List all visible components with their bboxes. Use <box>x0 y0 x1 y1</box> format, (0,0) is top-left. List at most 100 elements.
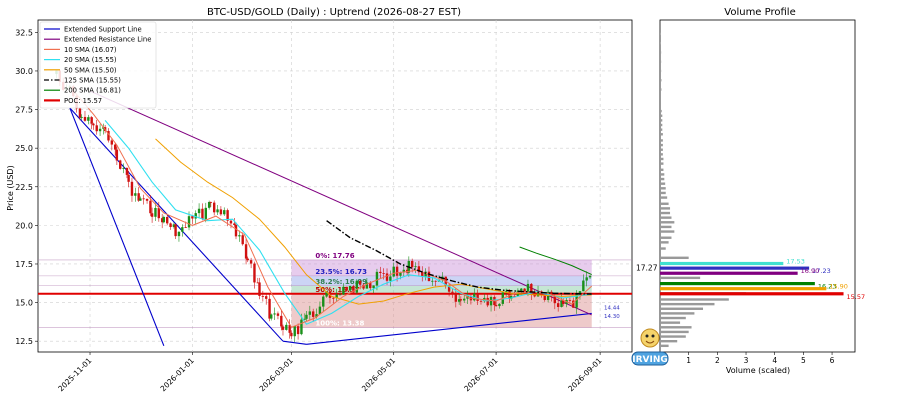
legend-label: 125 SMA (15.55) <box>64 77 121 85</box>
candle-body <box>270 314 273 319</box>
candle-body <box>434 280 437 282</box>
y-tick-label: 27.5 <box>15 106 33 115</box>
candle-body <box>197 208 201 214</box>
candle-body <box>119 160 122 169</box>
volume-bar <box>660 302 715 306</box>
legend-label: 200 SMA (16.81) <box>64 87 121 95</box>
volume-bar <box>660 312 695 315</box>
candle-body <box>421 272 424 277</box>
legend-label: Extended Resistance Line <box>64 36 151 44</box>
volume-bar <box>660 88 662 91</box>
volume-profile-title: Volume Profile <box>724 7 795 18</box>
candle-body <box>476 293 479 301</box>
candle-body <box>362 284 365 289</box>
candle-body <box>392 266 395 277</box>
candle-body <box>204 207 207 219</box>
candle-body <box>556 303 560 307</box>
candle-body <box>92 123 95 126</box>
candle-body <box>191 216 194 219</box>
volume-bar <box>660 344 669 348</box>
fib-level-label: 50%: 15.57 <box>315 286 359 294</box>
candle-body <box>575 293 578 308</box>
volume-bar-label: 17.53 <box>786 258 805 266</box>
sma-20-line <box>104 120 592 325</box>
candle-body <box>209 202 213 203</box>
volume-bar <box>660 326 692 329</box>
candle-body <box>174 224 177 237</box>
candle-body <box>194 213 197 219</box>
candle-body <box>166 216 169 224</box>
candle-body <box>253 263 256 283</box>
candle-body <box>219 209 223 215</box>
volume-bar-highlight <box>660 261 784 266</box>
candle-body <box>345 286 348 291</box>
current-price-label: 17.27 <box>636 264 658 273</box>
vp-x-axis-label: Volume (scaled) <box>726 366 790 375</box>
candle-body <box>142 198 145 200</box>
volume-bar <box>660 316 686 320</box>
volume-bar <box>660 69 662 73</box>
legend: Extended Support Line Extended Resistance… <box>39 21 157 109</box>
candle-body <box>335 294 338 299</box>
x-tick-label: 2026-03-01 <box>258 356 295 393</box>
volume-bar <box>660 114 663 117</box>
candle-body <box>276 313 280 316</box>
candle-body <box>172 224 176 228</box>
candle-body <box>160 218 164 223</box>
candle-body <box>157 207 161 219</box>
candle-body <box>184 227 187 228</box>
volume-bar <box>660 162 664 165</box>
volume-bar <box>660 128 663 131</box>
volume-bar <box>660 109 662 113</box>
candle-body <box>305 314 308 319</box>
candle-body <box>268 298 271 319</box>
candle-body <box>285 324 288 330</box>
candle-body <box>226 210 229 221</box>
candle-body <box>513 295 516 297</box>
volume-bar-highlight <box>660 271 798 275</box>
volume-bar <box>660 276 701 280</box>
irving-watermark-logo: IRVING <box>631 328 669 366</box>
candle-body <box>562 300 565 305</box>
candle-body <box>536 291 540 297</box>
vp-x-tick-label: 3 <box>744 356 749 365</box>
volume-bar <box>660 123 663 127</box>
candle-body <box>427 271 431 282</box>
support-line <box>306 312 592 345</box>
price-plot-area: 12.5 15.0 17.5 20.0 22.5 25.0 27.5 30.0 32.5 2025… <box>15 19 658 393</box>
y-axis-label: Price (USD) <box>6 165 15 210</box>
candle-body <box>543 295 546 300</box>
candle-body <box>150 213 154 217</box>
x-tick-label: 2026-05-01 <box>360 356 397 393</box>
candle-body <box>233 223 236 225</box>
candle-body <box>241 235 244 245</box>
candle-body <box>457 299 461 302</box>
support-line <box>282 340 307 345</box>
y-tick-label: 32.5 <box>15 28 33 37</box>
watermark-text: IRVING <box>632 355 668 365</box>
candle-body <box>234 224 238 237</box>
fib-level-label: 100%: 13.38 <box>315 320 364 328</box>
candle-body <box>526 283 530 292</box>
candle-body <box>177 231 181 237</box>
fib-level-label: 0%: 17.76 <box>315 252 354 260</box>
vp-x-tick-label: 6 <box>830 356 835 365</box>
volume-bar <box>660 153 663 156</box>
candle-body <box>139 198 142 201</box>
candle-body <box>78 108 82 118</box>
volume-bar <box>660 241 669 244</box>
chart-title: BTC-USD/GOLD (Daily) : Uptrend (2026-08-… <box>207 7 461 18</box>
volume-bar-label: 15.90 <box>829 283 848 291</box>
volume-bar <box>660 187 666 190</box>
candle-body <box>95 125 98 132</box>
candle-body <box>508 291 511 299</box>
volume-bar <box>660 60 662 63</box>
vp-x-tick-label: 2 <box>715 356 720 365</box>
candle-body <box>303 318 306 320</box>
legend-label: POC: 15.57 <box>64 97 102 105</box>
candle-body <box>365 282 369 289</box>
candle-body <box>588 275 592 278</box>
volume-bar <box>660 321 681 324</box>
candle-body <box>169 223 172 228</box>
